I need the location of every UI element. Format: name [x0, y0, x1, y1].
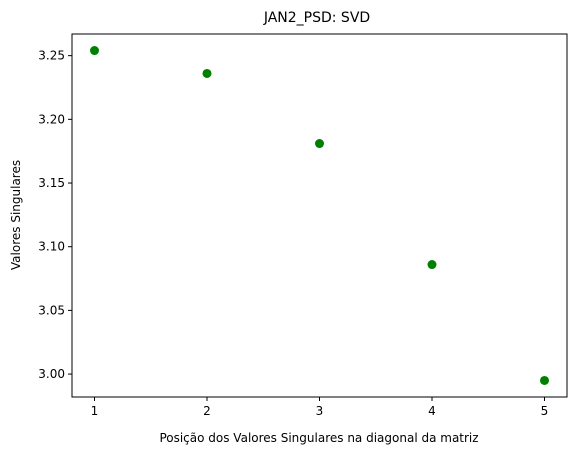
y-axis-label: Valores Singulares	[9, 160, 23, 270]
y-tick-label: 3.25	[38, 49, 65, 63]
x-tick-label: 4	[428, 404, 436, 418]
y-tick-label: 3.20	[38, 112, 65, 126]
y-tick-label: 3.05	[38, 303, 65, 317]
x-tick-label: 3	[316, 404, 324, 418]
y-axis: 3.00 3.05 3.10 3.15 3.20 3.25	[38, 49, 72, 381]
data-point	[540, 375, 549, 385]
data-point	[427, 260, 437, 270]
y-tick-label: 3.00	[38, 367, 65, 381]
data-point	[202, 68, 212, 78]
plot-area	[71, 33, 568, 398]
y-tick-label: 3.15	[38, 176, 65, 190]
x-tick-label: 2	[203, 404, 211, 418]
data-points	[90, 46, 549, 385]
x-axis: 1 2 3 4 5	[91, 397, 549, 418]
axes-frame	[71, 33, 568, 398]
x-axis-label: Posição dos Valores Singulares na diagon…	[159, 431, 478, 445]
data-point	[90, 46, 99, 56]
x-tick-label: 5	[541, 404, 549, 418]
x-tick-label: 1	[91, 404, 99, 418]
data-point	[315, 139, 324, 149]
chart-title: JAN2_PSD: SVD	[263, 10, 370, 26]
y-tick-label: 3.10	[38, 240, 65, 254]
